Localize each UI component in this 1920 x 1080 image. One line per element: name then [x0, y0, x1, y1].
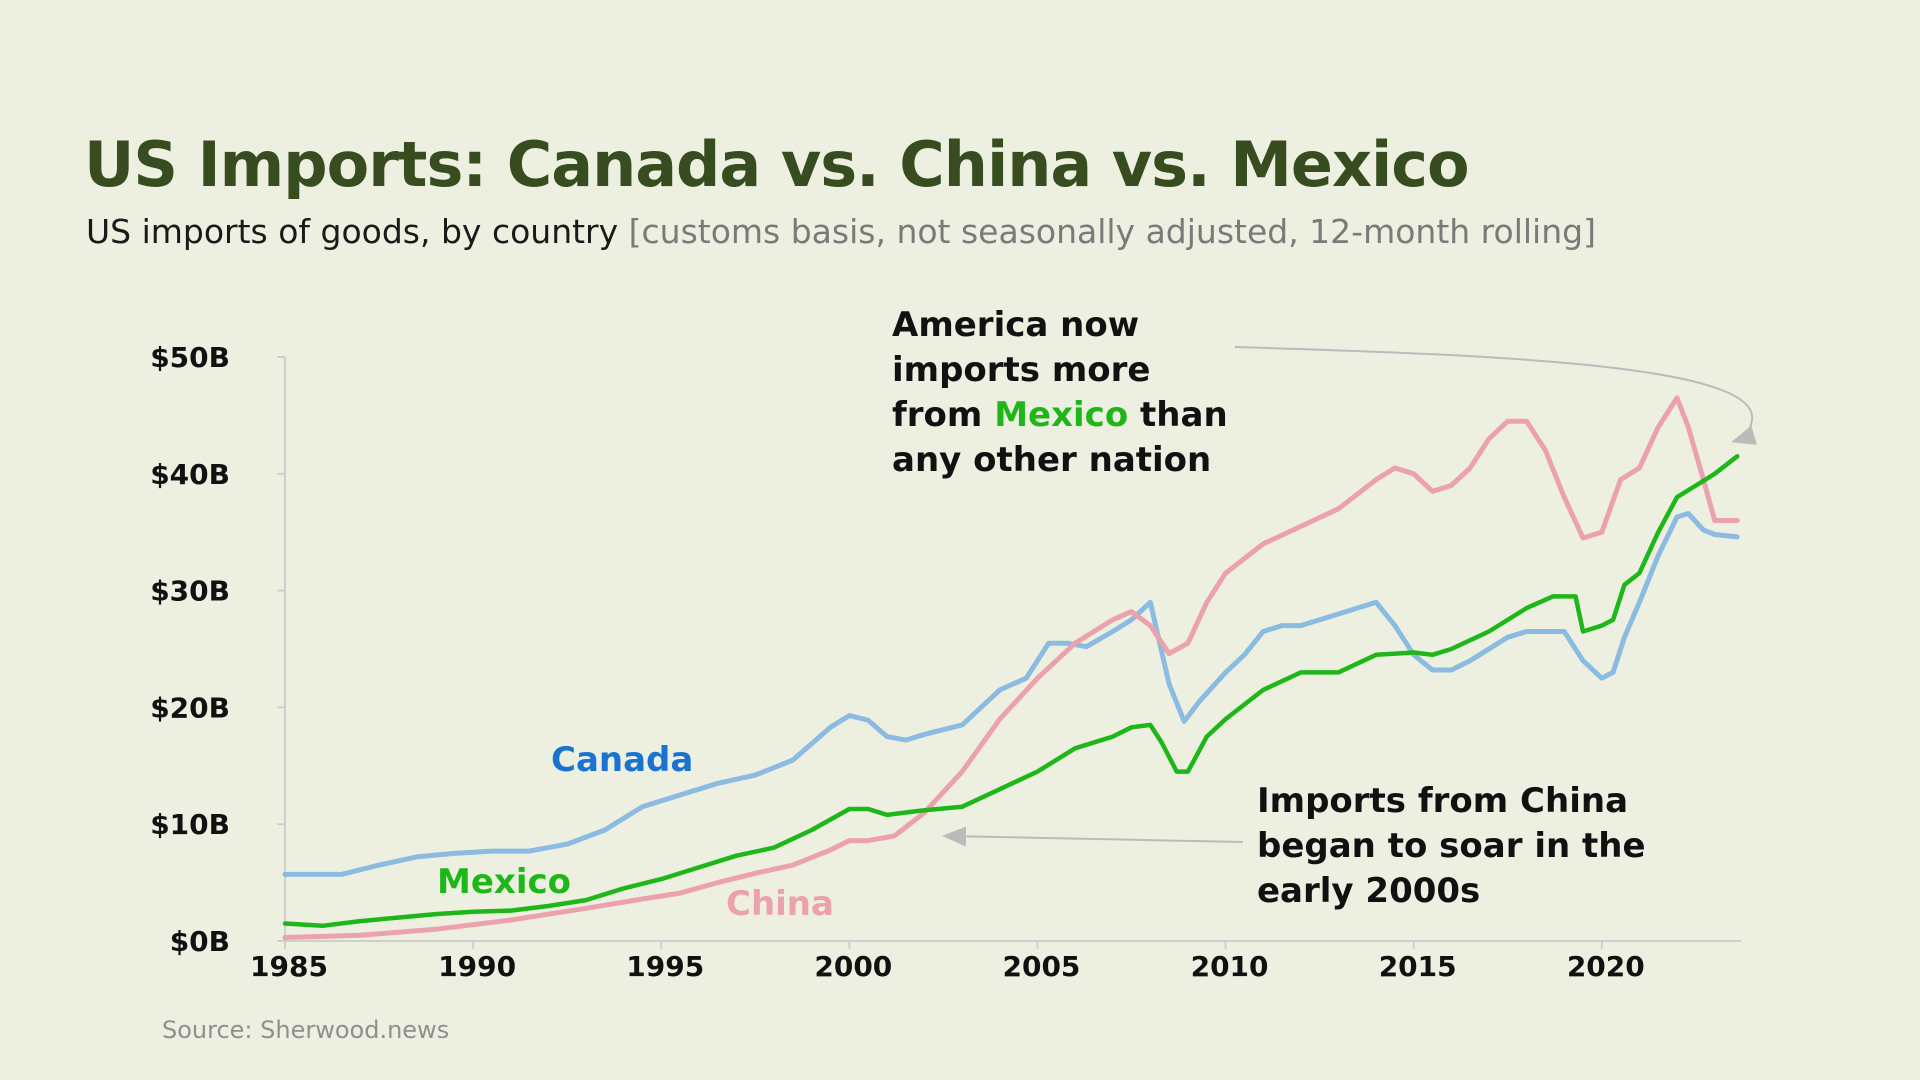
- annotation-mexico-line3-post: than: [1140, 395, 1228, 435]
- x-tick-label: 2010: [1191, 950, 1269, 983]
- y-tick-label: $30B: [150, 575, 230, 608]
- y-tick-label: $10B: [150, 808, 230, 841]
- x-tick-label: 2005: [1002, 950, 1080, 983]
- annotation-china-arrow: [942, 826, 1244, 847]
- x-tick-label: 2000: [814, 950, 892, 983]
- annotation-china-line3: early 2000s: [1257, 871, 1480, 911]
- series-line-mexico: [282, 454, 1740, 929]
- annotation-mexico-arrow: [1234, 346, 1758, 445]
- annotation-mexico-line3-pre: from: [892, 395, 982, 435]
- y-tick-label: $20B: [150, 691, 230, 724]
- axes: $0B $10B $20B $30B $40B $50B 1985 1990 1995 2000 2…: [150, 341, 1741, 983]
- annotation-mexico-highlight: Mexico: [994, 395, 1128, 435]
- subtitle-main: US imports of goods, by country: [86, 212, 619, 251]
- chart-title: US Imports: Canada vs. China vs. Mexico: [84, 128, 1470, 201]
- series-layer: [282, 395, 1740, 940]
- x-tick-label: 1995: [626, 950, 704, 983]
- subtitle-note: [customs basis, not seasonally adjusted,…: [628, 212, 1596, 251]
- annotation-mexico-line2: imports more: [892, 350, 1151, 390]
- annotation-mexico-line1: America now: [892, 305, 1139, 345]
- series-label-china: China: [726, 884, 834, 924]
- annotation-china-line1: Imports from China: [1257, 781, 1628, 821]
- x-tick-label: 1985: [250, 950, 328, 983]
- series-line-china: [282, 395, 1740, 940]
- y-tick-label: $50B: [150, 341, 230, 374]
- series-label-mexico: Mexico: [437, 862, 571, 902]
- series-line-canada: [282, 511, 1740, 877]
- annotation-mexico-line4: any other nation: [892, 440, 1211, 480]
- annotation-mexico-line3: from Mexico than: [892, 395, 1228, 435]
- series-label-canada: Canada: [551, 740, 693, 780]
- y-tick-label: $40B: [150, 458, 230, 491]
- y-tick-label: $0B: [170, 925, 230, 958]
- chart-subtitle: US imports of goods, by country [customs…: [86, 212, 1596, 251]
- source-note: Source: Sherwood.news: [162, 1016, 450, 1044]
- x-tick-label: 1990: [438, 950, 516, 983]
- x-tick-label: 2020: [1567, 950, 1645, 983]
- annotation-mexico: America now imports more from Mexico tha…: [892, 305, 1758, 480]
- annotation-china-line2: began to soar in the: [1257, 826, 1646, 866]
- x-tick-label: 2015: [1379, 950, 1457, 983]
- annotation-china: Imports from China began to soar in the …: [942, 781, 1646, 911]
